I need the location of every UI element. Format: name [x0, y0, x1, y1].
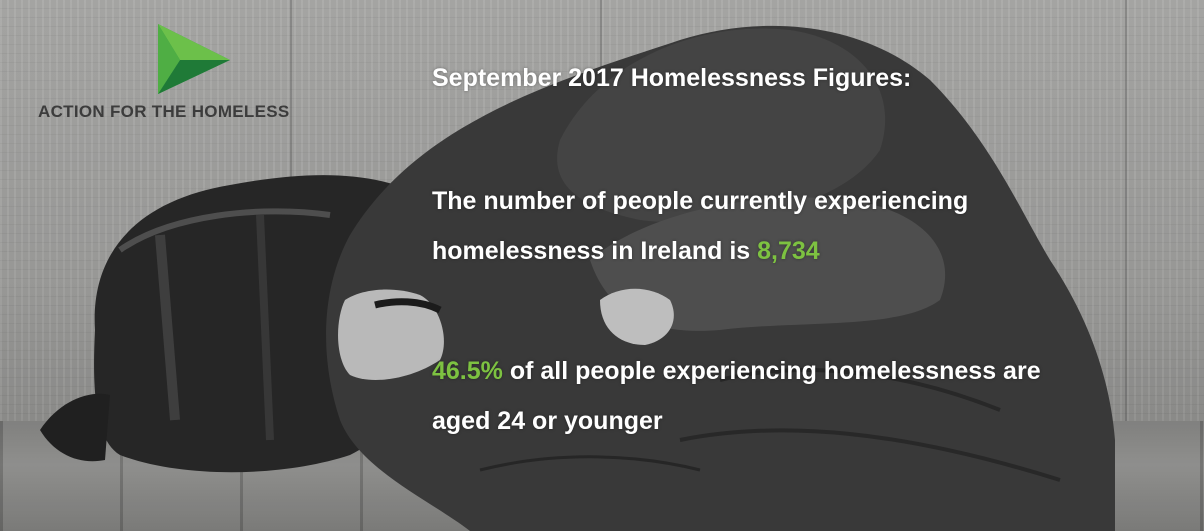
youth-percentage-stat: 46.5% of all people experiencing homeles… [432, 346, 1192, 446]
page-title: September 2017 Homelessness Figures: [432, 64, 912, 92]
homeless-count-stat: The number of people currently experienc… [432, 176, 1192, 276]
wall-seam [1125, 0, 1127, 440]
play-triangle-icon [158, 24, 230, 94]
stat-text-line: 46.5% of all people experiencing homeles… [432, 346, 1192, 396]
youth-percentage-value: 46.5% [432, 357, 503, 385]
stat-text: of all people experiencing homelessness … [502, 357, 1041, 385]
stat-text-line: aged 24 or younger [432, 407, 663, 435]
logo-wordmark: ACTION FOR THE HOMELESS [38, 102, 290, 121]
action-for-the-homeless-logo: ACTION FOR THE HOMELESS [38, 22, 358, 132]
stat-text-line: homelessness in Ireland is 8,734 [432, 226, 1192, 276]
homeless-count-value: 8,734 [757, 237, 820, 265]
stat-text: homelessness in Ireland is [432, 237, 758, 265]
stat-text-line: The number of people currently experienc… [432, 187, 969, 215]
